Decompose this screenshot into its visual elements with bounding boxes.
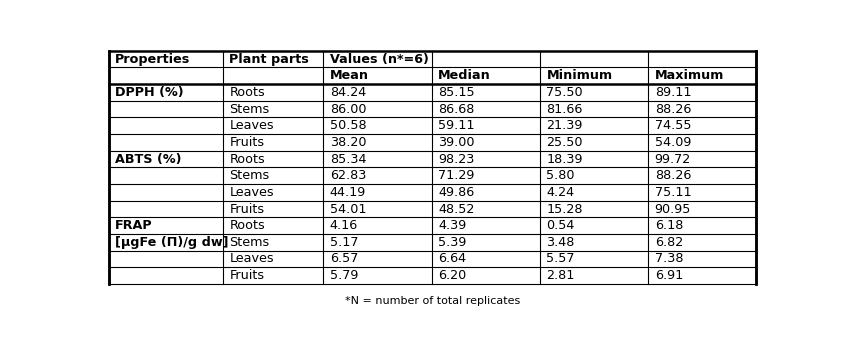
Text: 38.20: 38.20 (330, 136, 366, 149)
Text: 39.00: 39.00 (438, 136, 475, 149)
Text: Stems: Stems (230, 103, 269, 116)
Text: 90.95: 90.95 (655, 202, 691, 216)
Text: 71.29: 71.29 (438, 169, 475, 182)
Text: 15.28: 15.28 (546, 202, 583, 216)
Text: 21.39: 21.39 (546, 119, 583, 132)
Text: ABTS (%): ABTS (%) (115, 153, 182, 166)
Text: 86.00: 86.00 (330, 103, 366, 116)
Text: 54.01: 54.01 (330, 202, 366, 216)
Text: 88.26: 88.26 (655, 169, 691, 182)
Text: 6.91: 6.91 (655, 269, 683, 282)
Text: 18.39: 18.39 (546, 153, 583, 166)
Text: 48.52: 48.52 (438, 202, 475, 216)
Text: 6.82: 6.82 (655, 236, 683, 249)
Text: Leaves: Leaves (230, 186, 274, 199)
Text: Fruits: Fruits (230, 269, 264, 282)
Text: 81.66: 81.66 (546, 103, 583, 116)
Text: 5.17: 5.17 (330, 236, 359, 249)
Text: 74.55: 74.55 (655, 119, 691, 132)
Text: 6.64: 6.64 (438, 253, 466, 265)
Text: 25.50: 25.50 (546, 136, 583, 149)
Text: DPPH (%): DPPH (%) (115, 86, 184, 99)
Text: 2.81: 2.81 (546, 269, 575, 282)
Text: 0.54: 0.54 (546, 219, 575, 232)
Text: Values (n*=6): Values (n*=6) (330, 53, 429, 66)
Text: 86.68: 86.68 (438, 103, 475, 116)
Text: 89.11: 89.11 (655, 86, 691, 99)
Text: Leaves: Leaves (230, 119, 274, 132)
Text: *N = number of total replicates: *N = number of total replicates (345, 296, 520, 306)
Text: 6.57: 6.57 (330, 253, 358, 265)
Text: Minimum: Minimum (546, 69, 613, 82)
Text: 88.26: 88.26 (655, 103, 691, 116)
Text: 85.15: 85.15 (438, 86, 475, 99)
Text: 62.83: 62.83 (330, 169, 366, 182)
Text: 75.11: 75.11 (655, 186, 691, 199)
Text: 6.18: 6.18 (655, 219, 683, 232)
Text: Roots: Roots (230, 86, 265, 99)
Text: 99.72: 99.72 (655, 153, 691, 166)
Text: 7.38: 7.38 (655, 253, 683, 265)
Text: Leaves: Leaves (230, 253, 274, 265)
Text: Properties: Properties (115, 53, 190, 66)
Text: 5.57: 5.57 (546, 253, 575, 265)
Text: Roots: Roots (230, 219, 265, 232)
Text: Fruits: Fruits (230, 136, 264, 149)
Text: Fruits: Fruits (230, 202, 264, 216)
Text: Median: Median (438, 69, 491, 82)
Text: Plant parts: Plant parts (230, 53, 309, 66)
Text: FRAP: FRAP (115, 219, 152, 232)
Text: 5.80: 5.80 (546, 169, 575, 182)
Text: 50.58: 50.58 (330, 119, 366, 132)
Text: 75.50: 75.50 (546, 86, 583, 99)
Text: 4.24: 4.24 (546, 186, 574, 199)
Text: 49.86: 49.86 (438, 186, 474, 199)
Text: 3.48: 3.48 (546, 236, 575, 249)
Text: Roots: Roots (230, 153, 265, 166)
Text: 6.20: 6.20 (438, 269, 466, 282)
Text: 85.34: 85.34 (330, 153, 366, 166)
Text: 54.09: 54.09 (655, 136, 691, 149)
Text: 4.16: 4.16 (330, 219, 358, 232)
Text: 59.11: 59.11 (438, 119, 475, 132)
Text: Maximum: Maximum (655, 69, 724, 82)
Text: [μgFe (Π)/g dw]: [μgFe (Π)/g dw] (115, 236, 228, 249)
Text: 5.39: 5.39 (438, 236, 466, 249)
Text: 84.24: 84.24 (330, 86, 366, 99)
Text: Stems: Stems (230, 169, 269, 182)
Text: 4.39: 4.39 (438, 219, 466, 232)
Text: 44.19: 44.19 (330, 186, 366, 199)
Text: Mean: Mean (330, 69, 369, 82)
Text: Stems: Stems (230, 236, 269, 249)
Text: 98.23: 98.23 (438, 153, 475, 166)
Text: 5.79: 5.79 (330, 269, 358, 282)
